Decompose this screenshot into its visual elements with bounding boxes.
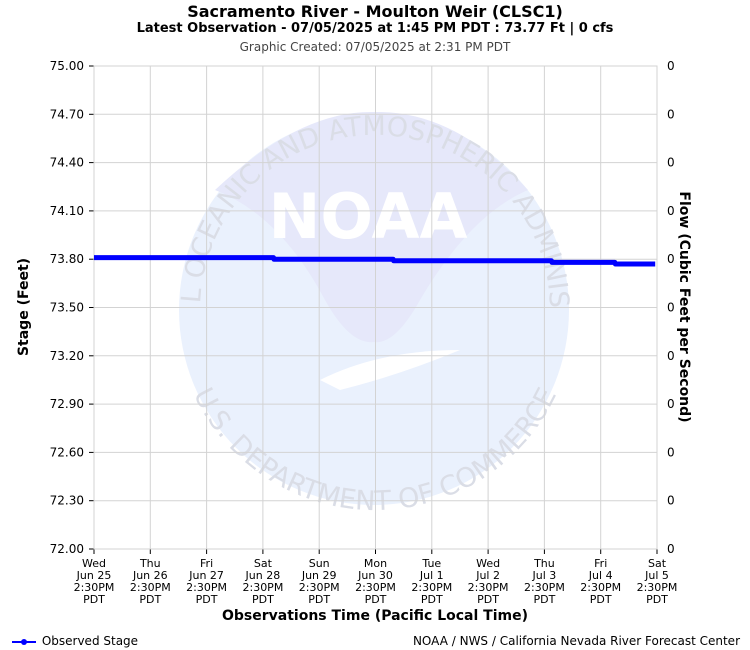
y2-tick-label: 0	[667, 445, 675, 459]
noaa-logo-text: NOAA	[269, 180, 468, 253]
x-tick-label: Sun Jun 29 2:30PM PDT	[299, 557, 340, 606]
plot-frame	[93, 65, 658, 550]
series-line	[94, 255, 656, 267]
y2-tick-label: 0	[667, 107, 675, 121]
y-tick-label: 73.80	[50, 252, 84, 266]
y-tick-label: 74.40	[50, 156, 84, 170]
y2-tick-label: 0	[667, 542, 675, 556]
y-tick-label: 72.30	[50, 494, 84, 508]
grid	[93, 65, 658, 550]
y2-tick-label: 0	[667, 301, 675, 315]
x-tick-label: Sat Jun 28 2:30PM PDT	[242, 557, 283, 606]
x-axis-label: Observations Time (Pacific Local Time)	[222, 608, 528, 624]
y2-tick-label: 0	[667, 397, 675, 411]
axes: 75.00 0 74.70 0 74.40 0 74.10 0 73.80 0 73.50 0 73.2…	[50, 59, 678, 606]
graphic-created-text: Graphic Created: 07/05/2025 at 2:31 PM P…	[239, 40, 511, 54]
x-tick-label: Mon Jun 30 2:30PM PDT	[355, 557, 396, 606]
y-tick-label: 72.60	[50, 445, 84, 459]
chart-title: Sacramento River - Moulton Weir (CLSC1)	[187, 2, 563, 21]
x-tick-label: Wed Jul 2 2:30PM PDT	[468, 557, 509, 606]
x-tick-label: Thu Jul 3 2:30PM PDT	[524, 557, 565, 606]
x-tick-label: Fri Jul 4 2:30PM PDT	[580, 557, 621, 606]
y-tick-label: 73.20	[50, 349, 84, 363]
chart-subtitle: Latest Observation - 07/05/2025 at 1:45 …	[136, 21, 614, 36]
x-tick-label: Tue Jul 1 2:30PM PDT	[411, 557, 452, 606]
legend: Observed Stage	[12, 634, 138, 648]
series-observed-stage	[94, 255, 656, 267]
y-tick-label: 74.70	[50, 107, 84, 121]
x-tick-label: Sat Jul 5 2:30PM PDT	[637, 557, 678, 606]
y2-tick-label: 0	[667, 204, 675, 218]
y2-tick-label: 0	[667, 349, 675, 363]
x-tick-label: Thu Jun 26 2:30PM PDT	[130, 557, 171, 606]
y-tick-label: 74.10	[50, 204, 84, 218]
y-axis-label: Stage (Feet)	[16, 258, 32, 356]
y2-tick-label: 0	[667, 494, 675, 508]
y-tick-label: 73.50	[50, 301, 84, 315]
y-tick-label: 75.00	[50, 59, 84, 73]
y2-tick-label: 0	[667, 252, 675, 266]
y-tick-label: 72.90	[50, 397, 84, 411]
y2-axis-label: Flow (Cubic Feet per Second)	[676, 191, 692, 422]
y2-tick-label: 0	[667, 59, 675, 73]
footer-credit: NOAA / NWS / California Nevada River For…	[412, 634, 740, 648]
legend-label: Observed Stage	[41, 634, 139, 648]
legend-marker-icon	[12, 638, 36, 645]
x-tick-label: Fri Jun 27 2:30PM PDT	[186, 557, 227, 606]
y-tick-label: 72.00	[50, 542, 84, 556]
y2-tick-label: 0	[667, 156, 675, 170]
x-tick-label: Wed Jun 25 2:30PM PDT	[74, 557, 115, 606]
